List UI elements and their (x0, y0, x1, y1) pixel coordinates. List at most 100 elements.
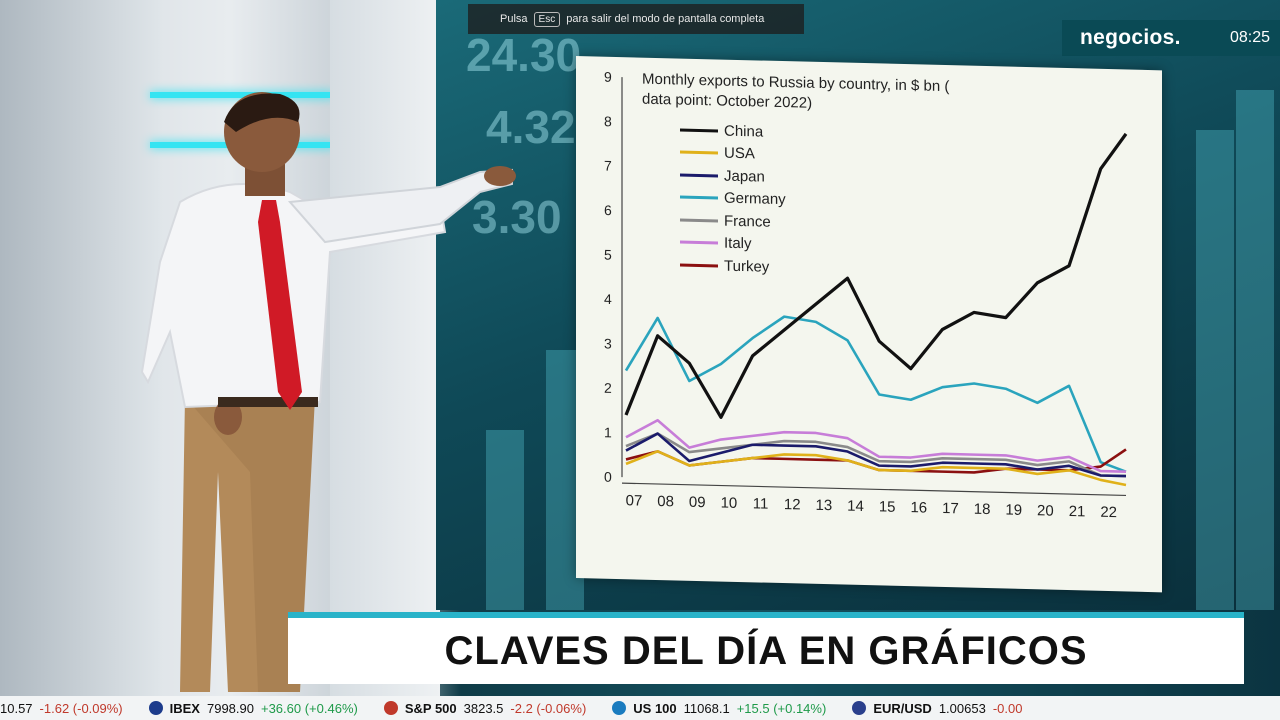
series-line-usa (625, 450, 1127, 487)
ticker-change: +15.5 (+0.14%) (736, 700, 827, 716)
ticker-name: EUR/USD (873, 700, 932, 716)
x-tick-label: 16 (910, 499, 927, 516)
ticker-item: EUR/USD 1.00653 -0.00 (852, 701, 1022, 716)
legend-swatch (680, 263, 718, 268)
channel-brand: negocios. (1080, 26, 1181, 49)
legend-swatch (680, 218, 718, 223)
legend-label: Germany (724, 189, 786, 209)
x-tick-label: 20 (1037, 502, 1054, 519)
channel-logo: negocios. 08:25 (1062, 20, 1280, 56)
legend-item-usa: USA (680, 141, 786, 166)
market-flag-icon (612, 701, 627, 715)
legend-label: China (724, 122, 764, 141)
x-axis-line (622, 482, 1126, 497)
ticker-change: -0.00 (992, 700, 1023, 716)
y-tick-label: 8 (604, 113, 612, 129)
ticker-value: 10.57 (0, 700, 33, 716)
ticker-change: +36.60 (+0.46%) (260, 700, 358, 716)
x-tick-label: 11 (753, 495, 769, 512)
ticker-value: 3823.5 (463, 700, 504, 716)
broadcast-clock: 08:25 (1229, 29, 1270, 46)
market-flag-icon (852, 701, 867, 715)
x-tick-label: 08 (657, 493, 674, 510)
legend-item-japan: Japan (680, 164, 786, 189)
market-flag-icon (383, 701, 398, 715)
legend-item-italy: Italy (680, 231, 786, 256)
ticker-name: S&P 500 (404, 700, 457, 716)
x-tick-label: 17 (942, 500, 959, 517)
y-tick-label: 4 (604, 291, 612, 307)
ticker-value: 11068.1 (683, 700, 730, 716)
legend-item-germany: Germany (680, 186, 786, 211)
y-tick-label: 7 (604, 158, 612, 174)
lower-third-banner: CLAVES DEL DÍA EN GRÁFICOS (288, 612, 1244, 684)
series-line-france (625, 432, 1126, 478)
background-number: 4.32 (486, 101, 576, 153)
x-tick-label: 07 (626, 492, 643, 509)
fullscreen-exit-notice: Pulsa Esc para salir del modo de pantall… (468, 4, 804, 34)
chart-legend: China USA Japan Germany France Italy Turkey (680, 119, 786, 279)
market-flag-icon (148, 701, 163, 715)
ticker-item: IBEX 7998.90 +36.60 (+0.46%) (148, 700, 358, 716)
legend-swatch (680, 240, 718, 245)
x-tick-label: 22 (1100, 504, 1117, 521)
x-tick-label: 21 (1069, 503, 1086, 520)
y-tick-label: 6 (604, 202, 612, 218)
ticker-item: 10.57 -1.62 (-0.09%) (0, 701, 123, 716)
background-number: 3.30 (472, 191, 562, 243)
legend-label: Japan (724, 167, 765, 186)
series-line-germany (624, 315, 1127, 473)
x-tick-label: 15 (879, 498, 896, 515)
notice-prefix: Pulsa (500, 13, 528, 25)
y-tick-label: 1 (604, 424, 612, 440)
series-line-china (624, 132, 1128, 419)
y-tick-label: 9 (604, 69, 612, 85)
y-tick-label: 3 (604, 335, 612, 351)
ticker-value: 7998.90 (206, 700, 254, 716)
legend-swatch (680, 173, 718, 178)
ticker-item: US 100 11068.1 +15.5 (+0.14%) (612, 701, 826, 716)
legend-label: France (724, 212, 771, 231)
series-line-italy (625, 418, 1126, 473)
series-line-japan (625, 432, 1126, 478)
studio-wall-mid (330, 0, 440, 720)
x-tick-label: 09 (689, 494, 706, 511)
x-tick-label: 12 (784, 496, 801, 513)
y-tick-label: 2 (604, 380, 612, 396)
x-tick-label: 19 (1005, 501, 1022, 518)
legend-item-turkey: Turkey (680, 254, 786, 279)
legend-swatch (680, 150, 718, 155)
legend-item-france: France (680, 209, 786, 234)
ticker-name: US 100 (633, 700, 677, 716)
notice-suffix: para salir del modo de pantalla completa (566, 13, 765, 25)
ticker-name: IBEX (169, 700, 200, 716)
x-tick-label: 18 (974, 501, 991, 518)
x-tick-label: 14 (847, 498, 864, 515)
presenter (140, 92, 516, 692)
lower-third-title: CLAVES DEL DÍA EN GRÁFICOS (444, 628, 1088, 673)
x-tick-label: 13 (816, 497, 833, 514)
legend-item-china: China (680, 119, 786, 144)
x-tick-label: 10 (721, 495, 738, 512)
y-tick-label: 5 (604, 246, 612, 262)
legend-swatch (680, 195, 718, 200)
series-lines (624, 132, 1128, 487)
esc-key-hint[interactable]: Esc (533, 11, 561, 27)
y-axis: 0 1 2 3 4 5 6 7 8 9 (604, 69, 623, 485)
y-tick-label: 0 (604, 469, 612, 485)
x-axis: 07 08 09 10 11 12 13 14 15 16 17 18 19 20 21 22 (622, 482, 1126, 521)
studio-wall-left (0, 0, 160, 720)
legend-label: USA (724, 144, 755, 163)
studio-light-strip (150, 92, 335, 98)
background-number: 24.30 (466, 29, 582, 81)
ticker-change: -1.62 (-0.09%) (39, 700, 123, 716)
ticker-item: S&P 500 3823.5 -2.2 (-0.06%) (383, 700, 587, 716)
legend-swatch (680, 128, 718, 133)
ticker-change: -2.2 (-0.06%) (510, 700, 587, 716)
legend-label: Turkey (724, 257, 770, 276)
legend-label: Italy (724, 234, 752, 253)
ticker-value: 1.00653 (938, 700, 986, 716)
